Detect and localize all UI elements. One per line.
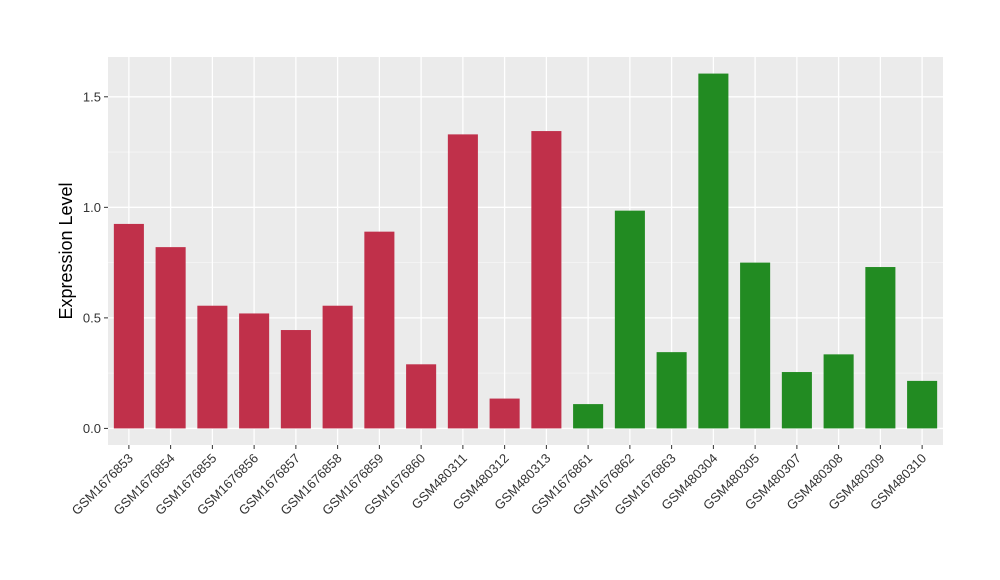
y-axis-title: Expression Level [56,182,76,319]
bar-GSM1676860 [406,364,437,429]
bar-GSM1676861 [573,404,604,429]
bar-GSM480307 [781,372,812,429]
y-tick-label: 1.0 [83,200,101,215]
bar-GSM480308 [823,354,854,429]
y-tick-label: 0.5 [83,310,101,325]
bar-GSM1676855 [197,305,228,429]
y-tick-label: 0.0 [83,421,101,436]
bar-GSM480313 [531,131,562,429]
x-axis: GSM1676853GSM1676854GSM1676855GSM1676856… [69,445,929,518]
bar-GSM1676863 [656,352,687,429]
bar-GSM1676856 [239,313,270,429]
bar-GSM480311 [447,134,478,429]
bar-GSM1676854 [155,247,186,429]
bar-GSM480304 [698,73,729,429]
bar-GSM1676862 [614,210,645,429]
bars [113,73,938,429]
bar-GSM480305 [740,262,771,429]
plot-panel [108,57,943,445]
bar-GSM1676857 [280,330,311,429]
bar-GSM480309 [865,267,896,429]
bar-GSM1676853 [113,223,144,429]
y-tick-label: 1.5 [83,89,101,104]
bar-GSM480312 [489,398,520,429]
bar-GSM1676859 [364,231,395,429]
bar-GSM1676858 [322,305,353,429]
y-axis: 0.0 0.5 1.0 1.5 [83,89,108,436]
bar-GSM480310 [907,380,938,429]
